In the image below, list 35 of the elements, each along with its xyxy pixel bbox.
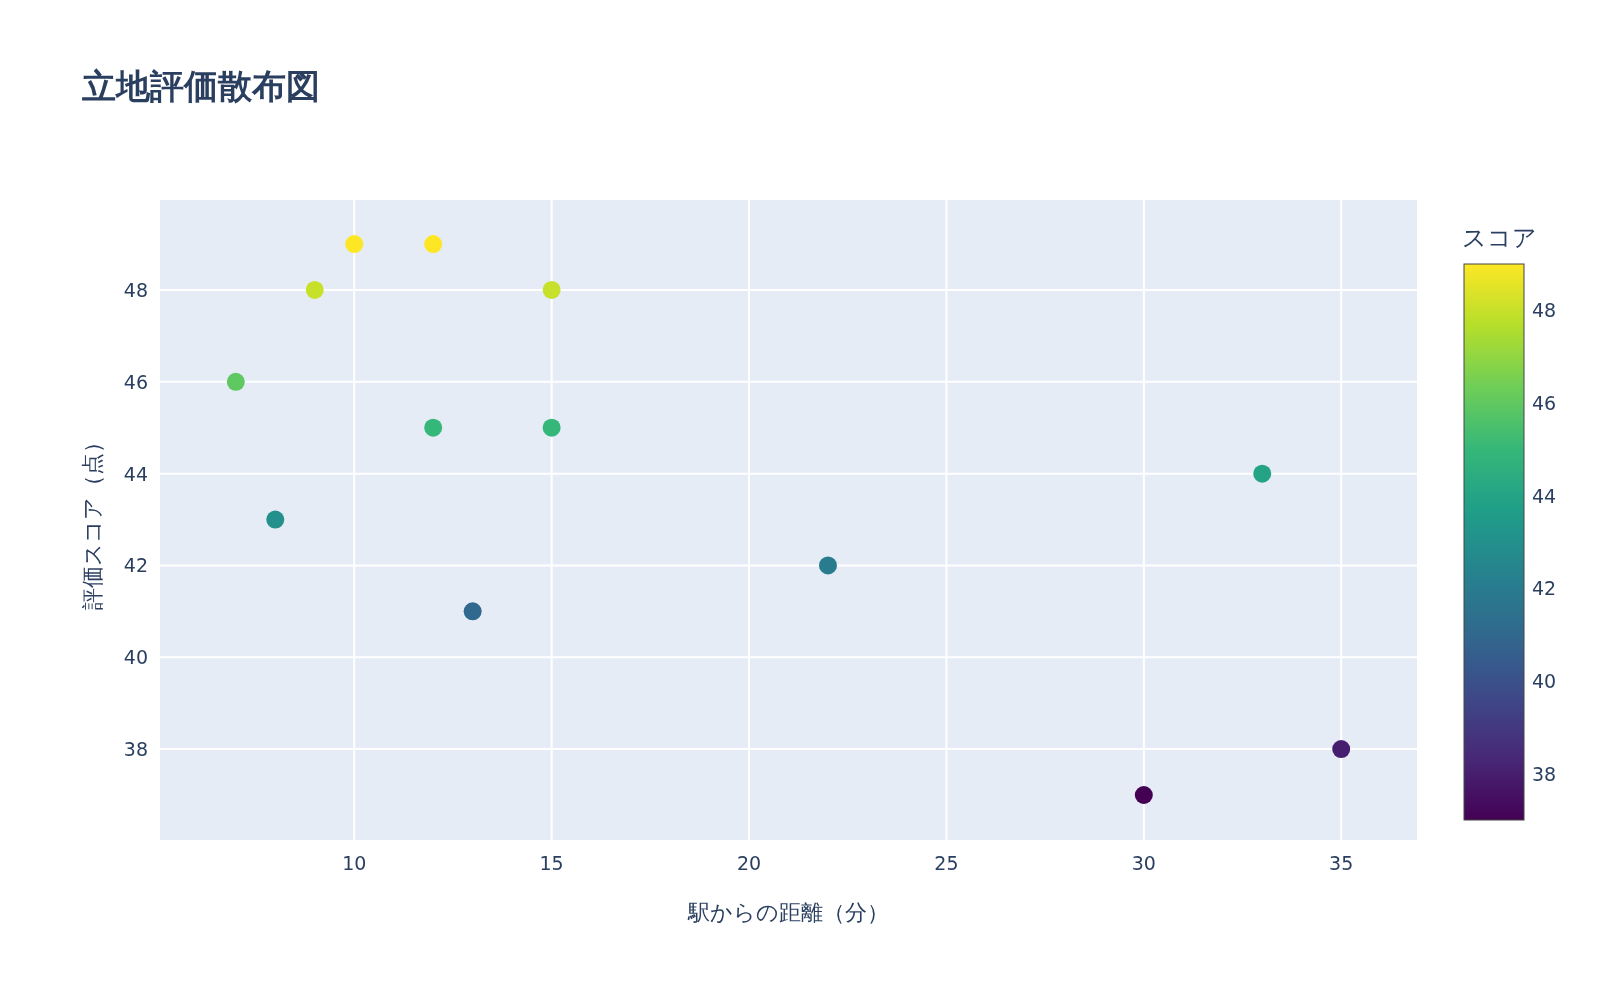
point — [345, 235, 364, 254]
y-tick-label: 46 — [123, 370, 148, 393]
x-tick-label: 15 — [539, 852, 564, 874]
point — [305, 280, 324, 299]
color-bar-label: 42 — [1532, 577, 1557, 600]
color-bar-label: 46 — [1532, 392, 1557, 414]
y-tick-label: 42 — [123, 554, 148, 577]
color-bar-label: 38 — [1532, 762, 1557, 785]
point — [542, 280, 561, 299]
color-bar-label: 48 — [1532, 299, 1557, 322]
point — [818, 556, 837, 575]
y-tick-label: 38 — [123, 738, 148, 761]
y-tick-label: 40 — [123, 646, 148, 669]
color-bar-label: 44 — [1532, 484, 1557, 507]
chart-title: 立地評価散布図 — [81, 66, 320, 106]
point — [424, 235, 443, 254]
y-tick-label: 48 — [123, 278, 148, 301]
point — [1332, 740, 1351, 759]
y-tick-label: 44 — [123, 462, 148, 485]
point — [266, 510, 285, 529]
point — [1134, 786, 1153, 805]
point — [542, 418, 561, 437]
x-tick-label: 35 — [1329, 852, 1354, 874]
color-bar-label: 40 — [1532, 670, 1557, 692]
point — [226, 372, 245, 391]
point — [424, 418, 443, 437]
point — [1253, 464, 1272, 483]
x-axis-title: 駅からの距離（分） — [687, 900, 889, 925]
x-tick-label: 20 — [736, 852, 762, 874]
color-bar-title: スコア — [1462, 224, 1537, 252]
x-tick-label: 30 — [1131, 852, 1156, 874]
x-tick-label: 10 — [342, 852, 367, 874]
y-axis-title: 評価スコア（点） — [80, 430, 105, 610]
x-tick-label: 25 — [934, 852, 959, 874]
point — [463, 602, 482, 621]
